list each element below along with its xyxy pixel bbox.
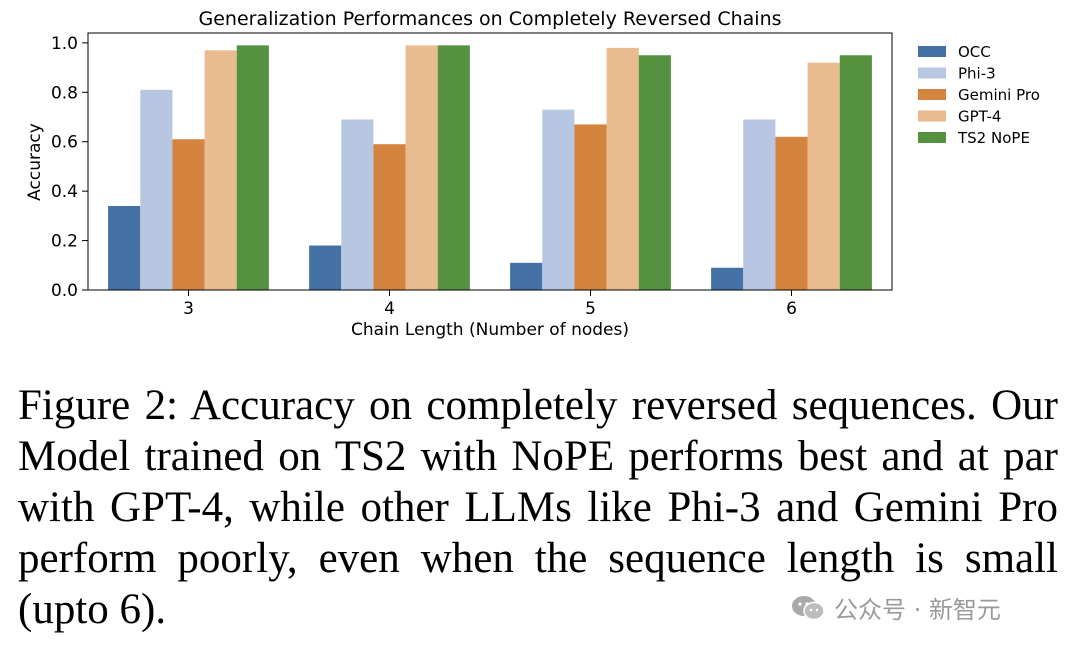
x-tick-label: 3 (183, 299, 194, 319)
bar-gemini-pro-5 (574, 124, 607, 291)
bar-phi-3-3 (140, 89, 173, 290)
legend-label: OCC (958, 43, 991, 61)
bar-phi-3-6 (743, 119, 776, 291)
bar-ts2-nope-6 (839, 55, 872, 290)
bar-gemini-pro-6 (775, 136, 808, 290)
plot-area: 0.0 0.2 0.4 0.6 0.8 1.0 3 4 5 6 (51, 32, 893, 319)
bar-gpt-4-5 (606, 47, 639, 290)
y-tick-label: 0.6 (51, 133, 78, 153)
x-tick-label: 5 (585, 299, 596, 319)
legend-swatch-gemini-pro (918, 89, 946, 100)
legend-swatch-ts2-nope (918, 132, 946, 143)
bar-occ-3 (108, 205, 141, 290)
bar-ts2-nope-5 (638, 55, 671, 290)
y-tick-label: 0.0 (51, 281, 78, 301)
figure-caption: Figure 2: Accuracy on completely reverse… (18, 382, 1058, 633)
y-tick-label: 0.8 (51, 83, 78, 103)
legend-swatch-occ (918, 46, 946, 57)
watermark: 公众号 · 新智元 (790, 590, 1001, 625)
bar-occ-5 (510, 262, 543, 290)
bar-gpt-4-3 (204, 50, 237, 290)
legend-label: GPT-4 (958, 108, 1001, 126)
bar-gpt-4-6 (807, 62, 840, 291)
bar-gpt-4-4 (405, 45, 438, 290)
legend-label: Gemini Pro (958, 86, 1040, 104)
y-axis-label: Accuracy (25, 123, 45, 201)
bar-ts2-nope-4 (437, 45, 470, 290)
bar-phi-3-4 (341, 119, 374, 291)
axes-frame (87, 32, 893, 291)
y-tick-label: 1.0 (51, 34, 78, 54)
bar-occ-4 (309, 245, 342, 290)
bar-gemini-pro-4 (373, 144, 406, 290)
x-tick-label: 6 (786, 299, 797, 319)
legend-swatch-phi-3 (918, 67, 946, 79)
legend-label: Phi-3 (958, 65, 996, 83)
legend-swatch-gpt-4 (918, 110, 946, 122)
bar-ts2-nope-3 (236, 45, 269, 290)
y-tick-label: 0.2 (51, 232, 78, 252)
legend-label: TS2 NoPE (957, 129, 1030, 147)
x-axis-label: Chain Length (Number of nodes) (351, 320, 629, 340)
y-tick-label: 0.4 (51, 182, 78, 202)
bar-gemini-pro-3 (172, 139, 205, 290)
chart-title: Generalization Performances on Completel… (198, 8, 781, 30)
x-tick-label: 4 (384, 299, 395, 319)
watermark-text: 公众号 · 新智元 (834, 596, 1001, 624)
bar-chart: Generalization Performances on Completel… (25, 8, 1040, 340)
wechat-icon (792, 595, 825, 620)
bar-occ-6 (711, 267, 744, 290)
legend: OCC Phi-3 Gemini Pro GPT-4 TS2 NoPE (918, 43, 1040, 147)
bar-phi-3-5 (542, 109, 575, 290)
